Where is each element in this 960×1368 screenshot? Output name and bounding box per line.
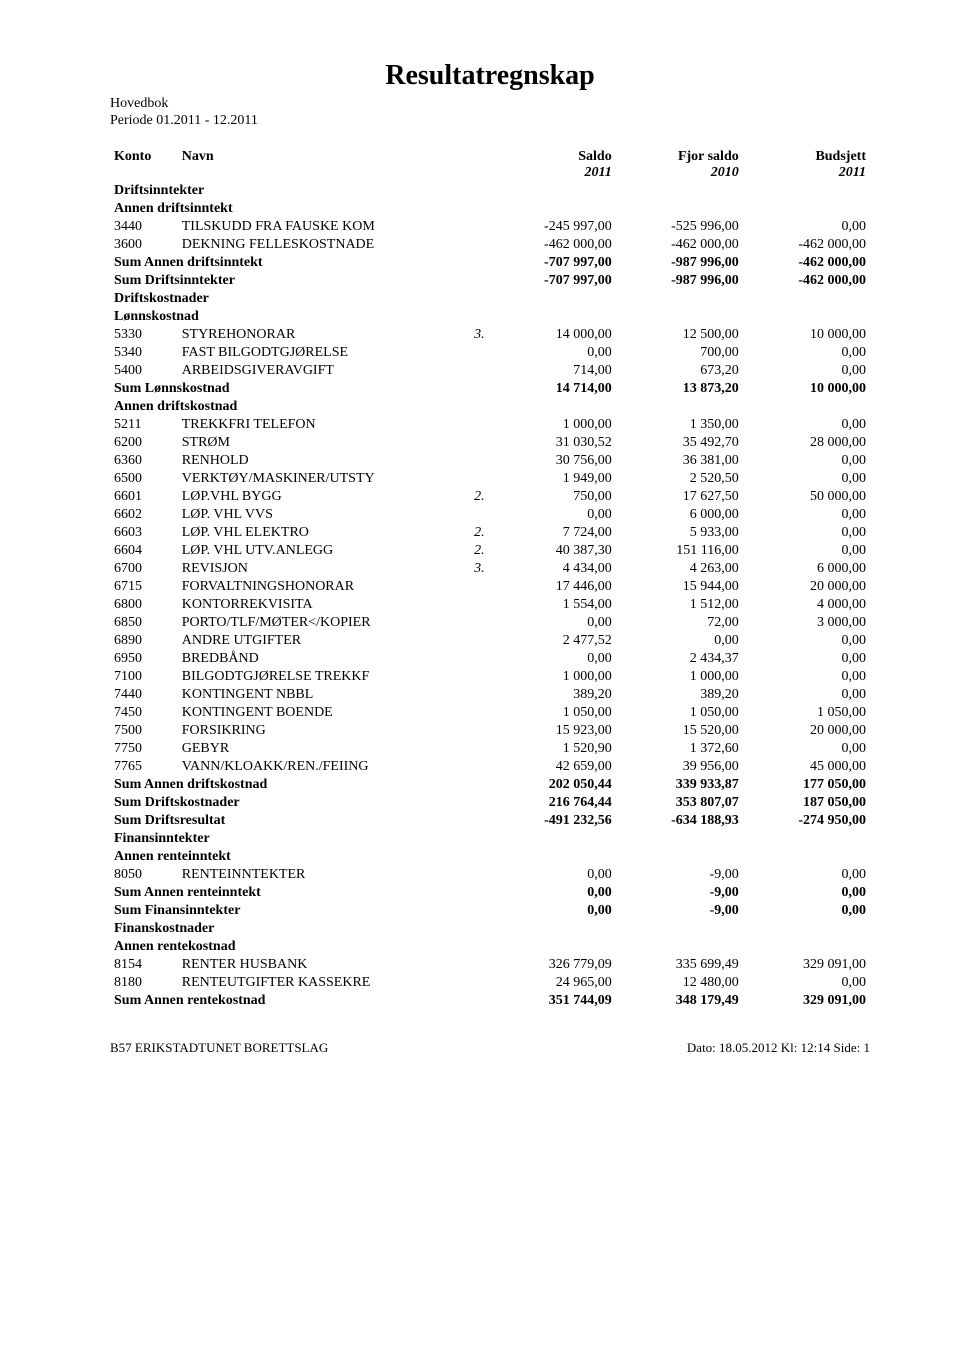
col-navn: Navn <box>178 148 445 182</box>
col-budsjett: Budsjett2011 <box>743 148 870 182</box>
grand-sum-row: Sum Finansinntekter0,00-9,000,00 <box>110 902 870 920</box>
account-row: 7450KONTINGENT BOENDE1 050,001 050,001 0… <box>110 704 870 722</box>
col-konto: Konto <box>110 148 178 182</box>
account-row: 6950BREDBÅND0,002 434,370,00 <box>110 650 870 668</box>
report-table: Konto Navn Saldo2011 Fjor saldo2010 Buds… <box>110 148 870 1010</box>
account-row: 7440KONTINGENT NBBL389,20389,200,00 <box>110 686 870 704</box>
grand-sum-row: Sum Driftsresultat-491 232,56-634 188,93… <box>110 812 870 830</box>
section-row: Finanskostnader <box>110 920 870 938</box>
group-title-row: Lønnskostnad <box>110 308 870 326</box>
periode-label: Periode 01.2011 - 12.2011 <box>110 113 870 130</box>
section-row: Driftsinntekter <box>110 182 870 200</box>
hovedbok-label: Hovedbok <box>110 96 870 113</box>
section-row: Finansinntekter <box>110 830 870 848</box>
account-row: 3440TILSKUDD FRA FAUSKE KOM-245 997,00-5… <box>110 218 870 236</box>
account-row: 6200STRØM31 030,5235 492,7028 000,00 <box>110 434 870 452</box>
account-row: 7765VANN/KLOAKK/REN./FEIING42 659,0039 9… <box>110 758 870 776</box>
account-row: 6700REVISJON3.4 434,004 263,006 000,00 <box>110 560 870 578</box>
account-row: 7500FORSIKRING15 923,0015 520,0020 000,0… <box>110 722 870 740</box>
col-saldo: Saldo2011 <box>489 148 616 182</box>
grand-sum-row: Sum Driftsinntekter-707 997,00-987 996,0… <box>110 272 870 290</box>
account-row: 6360RENHOLD30 756,0036 381,000,00 <box>110 452 870 470</box>
account-row: 6603LØP. VHL ELEKTRO2.7 724,005 933,000,… <box>110 524 870 542</box>
page-title: Resultatregnskap <box>110 60 870 92</box>
account-row: 5330STYREHONORAR3.14 000,0012 500,0010 0… <box>110 326 870 344</box>
account-row: 7100BILGODTGJØRELSE TREKKF1 000,001 000,… <box>110 668 870 686</box>
footer-left: B57 ERIKSTADTUNET BORETTSLAG <box>110 1040 328 1056</box>
section-row: Driftskostnader <box>110 290 870 308</box>
sum-row: Sum Annen rentekostnad351 744,09348 179,… <box>110 992 870 1010</box>
group-title-row: Annen rentekostnad <box>110 938 870 956</box>
account-row: 7750GEBYR1 520,901 372,600,00 <box>110 740 870 758</box>
header-row: Konto Navn Saldo2011 Fjor saldo2010 Buds… <box>110 148 870 182</box>
col-fjor: Fjor saldo2010 <box>616 148 743 182</box>
account-row: 3600DEKNING FELLESKOSTNADE-462 000,00-46… <box>110 236 870 254</box>
grand-sum-row: Sum Driftskostnader216 764,44353 807,071… <box>110 794 870 812</box>
account-row: 5211TREKKFRI TELEFON1 000,001 350,000,00 <box>110 416 870 434</box>
account-row: 5340FAST BILGODTGJØRELSE0,00700,000,00 <box>110 344 870 362</box>
account-row: 6602LØP. VHL VVS0,006 000,000,00 <box>110 506 870 524</box>
group-title-row: Annen driftsinntekt <box>110 200 870 218</box>
account-row: 6604LØP. VHL UTV.ANLEGG2.40 387,30151 11… <box>110 542 870 560</box>
sum-row: Sum Lønnskostnad14 714,0013 873,2010 000… <box>110 380 870 398</box>
account-row: 8180RENTEUTGIFTER KASSEKRE24 965,0012 48… <box>110 974 870 992</box>
group-title-row: Annen renteinntekt <box>110 848 870 866</box>
account-row: 8050RENTEINNTEKTER0,00-9,000,00 <box>110 866 870 884</box>
account-row: 6850PORTO/TLF/MØTER</KOPIER0,0072,003 00… <box>110 614 870 632</box>
footer-right: Dato: 18.05.2012 Kl: 12:14 Side: 1 <box>687 1040 870 1056</box>
account-row: 6500VERKTØY/MASKINER/UTSTY1 949,002 520,… <box>110 470 870 488</box>
account-row: 6601LØP.VHL BYGG2.750,0017 627,5050 000,… <box>110 488 870 506</box>
sum-row: Sum Annen driftsinntekt-707 997,00-987 9… <box>110 254 870 272</box>
account-row: 6800KONTORREKVISITA1 554,001 512,004 000… <box>110 596 870 614</box>
sum-row: Sum Annen renteinntekt0,00-9,000,00 <box>110 884 870 902</box>
sum-row: Sum Annen driftskostnad202 050,44339 933… <box>110 776 870 794</box>
group-title-row: Annen driftskostnad <box>110 398 870 416</box>
account-row: 6890ANDRE UTGIFTER2 477,520,000,00 <box>110 632 870 650</box>
account-row: 8154RENTER HUSBANK326 779,09335 699,4932… <box>110 956 870 974</box>
account-row: 6715FORVALTNINGSHONORAR17 446,0015 944,0… <box>110 578 870 596</box>
account-row: 5400ARBEIDSGIVERAVGIFT714,00673,200,00 <box>110 362 870 380</box>
